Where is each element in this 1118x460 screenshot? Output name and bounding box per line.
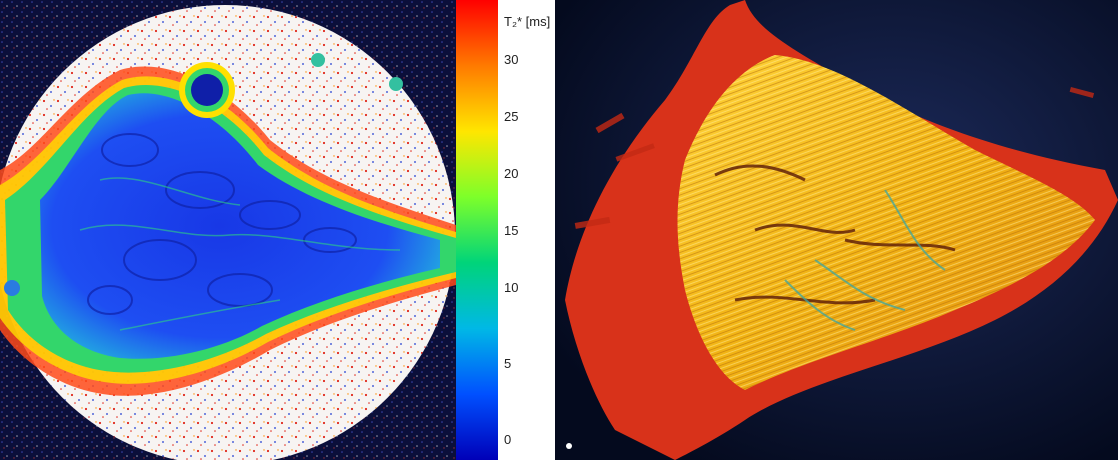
small-vessel-2	[389, 77, 403, 91]
tissue-texture	[87, 133, 357, 315]
vessel-lumen	[191, 74, 223, 106]
colorbar-tick-25: 25	[504, 109, 519, 124]
polarized-light-svg	[555, 0, 1118, 460]
t2-star-map-image	[0, 0, 456, 460]
teal-fibers	[784, 189, 946, 331]
small-vessel-3	[4, 280, 20, 296]
t2-star-map	[0, 0, 456, 460]
polarized-light-image	[555, 0, 1118, 460]
fragment-strands	[574, 86, 1095, 229]
colorbar: T₂* [ms] 30 25 20 15 10 5 0	[456, 0, 555, 460]
tissue-green-veins	[79, 177, 401, 331]
tissue-region	[40, 93, 440, 359]
colorbar-tick-5: 5	[504, 356, 512, 371]
small-vessel-1	[311, 53, 325, 67]
colorbar-tick-10: 10	[504, 280, 519, 295]
colorbar-title: T₂* [ms]	[504, 14, 551, 29]
bright-speck	[566, 443, 572, 449]
colorbar-tick-20: 20	[504, 166, 519, 181]
colorbar-tick-15: 15	[504, 223, 519, 238]
colorbar-tick-0: 0	[504, 432, 512, 447]
fiber-texture	[677, 55, 1095, 390]
colorbar-tick-30: 30	[504, 52, 519, 67]
colorbar-gradient	[456, 0, 498, 460]
